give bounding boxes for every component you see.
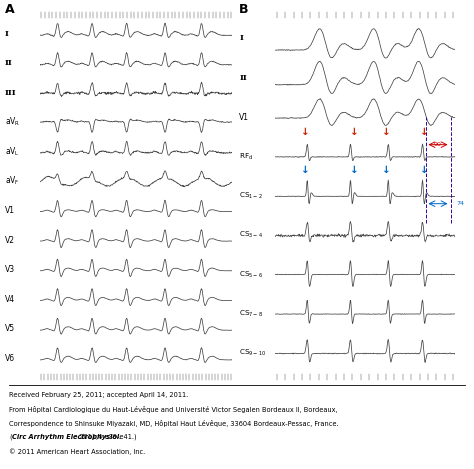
Text: $\mathrm{CS_{9-10}}$: $\mathrm{CS_{9-10}}$	[239, 348, 267, 358]
Text: ↓: ↓	[350, 127, 358, 137]
Text: ↓: ↓	[350, 165, 358, 175]
Text: From Hôpital Cardiologique du Haut-Lévêque and Université Victor Segalen Bordeau: From Hôpital Cardiologique du Haut-Lévêq…	[9, 406, 338, 413]
Text: ↓: ↓	[420, 127, 429, 137]
Text: B: B	[239, 3, 249, 16]
Text: $\mathrm{aV_R}$: $\mathrm{aV_R}$	[5, 116, 20, 129]
Text: ↓: ↓	[301, 127, 310, 137]
Text: V1: V1	[239, 113, 249, 121]
Text: I: I	[239, 34, 243, 42]
Text: $\mathrm{RF_d}$: $\mathrm{RF_d}$	[239, 151, 254, 161]
Text: V2: V2	[5, 235, 15, 244]
Text: $\mathrm{CS_{7-8}}$: $\mathrm{CS_{7-8}}$	[239, 309, 264, 319]
Text: 90: 90	[434, 142, 442, 147]
Text: 74: 74	[456, 201, 464, 206]
Text: (: (	[9, 434, 12, 440]
Text: ↓: ↓	[301, 165, 310, 175]
Text: I: I	[5, 30, 9, 38]
Text: V4: V4	[5, 295, 15, 303]
Text: $\mathrm{CS_{1-2}}$: $\mathrm{CS_{1-2}}$	[239, 191, 263, 201]
Text: V6: V6	[5, 354, 15, 363]
Text: V3: V3	[5, 265, 15, 274]
Text: Received February 25, 2011; accepted April 14, 2011.: Received February 25, 2011; accepted Apr…	[9, 392, 189, 398]
Text: Circ Arrhythm Electrophysiol.: Circ Arrhythm Electrophysiol.	[12, 434, 122, 440]
Text: ↓: ↓	[382, 127, 391, 137]
Text: Correspondence to Shinsuke Miyazaki, MD, Hôpital Haut Lévêque, 33604 Bordeaux-Pe: Correspondence to Shinsuke Miyazaki, MD,…	[9, 420, 339, 427]
Text: $\mathrm{CS_{5-6}}$: $\mathrm{CS_{5-6}}$	[239, 269, 264, 280]
Text: II: II	[239, 74, 247, 82]
Text: ↓: ↓	[382, 165, 391, 175]
Text: ↓: ↓	[420, 165, 429, 175]
Text: $\mathrm{aV_L}$: $\mathrm{aV_L}$	[5, 145, 19, 158]
Text: V1: V1	[5, 206, 15, 215]
Text: II: II	[5, 59, 12, 67]
Text: $\mathrm{aV_F}$: $\mathrm{aV_F}$	[5, 175, 19, 187]
Text: III: III	[5, 89, 17, 97]
Text: $\mathrm{CS_{3-4}}$: $\mathrm{CS_{3-4}}$	[239, 230, 264, 240]
Text: V5: V5	[5, 324, 15, 333]
Text: A: A	[5, 3, 14, 16]
Text: 2011;4:e39-e41.): 2011;4:e39-e41.)	[75, 434, 137, 440]
Text: © 2011 American Heart Association, Inc.: © 2011 American Heart Association, Inc.	[9, 448, 146, 454]
